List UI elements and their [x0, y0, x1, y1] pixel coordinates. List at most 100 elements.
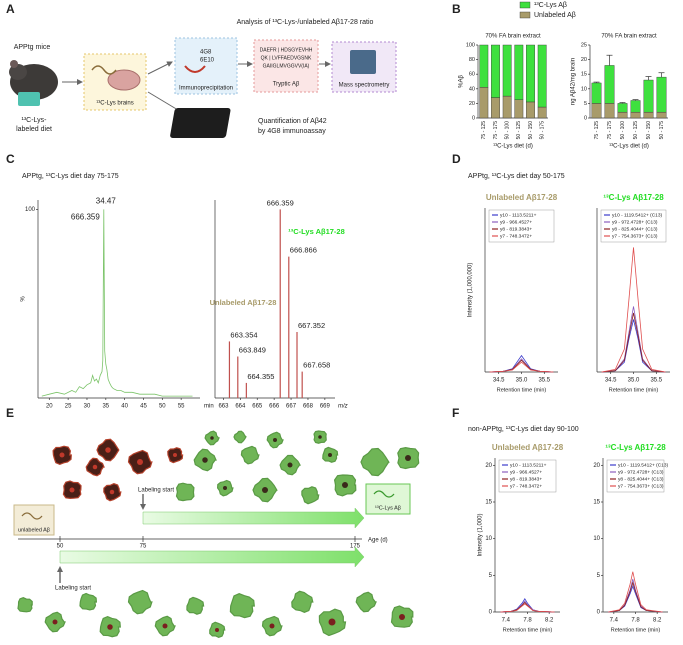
plaque-core: [262, 487, 268, 493]
trace: [41, 209, 193, 397]
plaque: [240, 445, 260, 465]
peak-label: 667.352: [298, 321, 325, 330]
y-tick-label: 15: [593, 500, 600, 506]
x-tick-label: 35.5: [650, 378, 662, 384]
bar-segment: [537, 106, 547, 119]
plaque-core: [162, 623, 168, 629]
plaque-core: [107, 624, 113, 630]
x-tick-label: 50 - 175: [659, 121, 665, 140]
x-tick-label: 40: [121, 404, 128, 410]
trace: [601, 247, 666, 373]
plaque-core: [287, 462, 293, 468]
diet-label: labeled diet: [16, 126, 52, 133]
annotation: 34.47: [96, 197, 117, 206]
x-tick-label: 75 - 175: [493, 121, 499, 140]
ms-icon: [350, 50, 376, 74]
legend-label: Unlabeled Aβ: [534, 12, 576, 19]
panel-label: E: [6, 406, 14, 420]
y-tick-label: 10: [485, 536, 492, 542]
y-tick-label: 100: [25, 207, 36, 213]
age-tick: 75: [140, 544, 147, 550]
plaque: [355, 591, 377, 613]
plaque-core: [215, 628, 219, 632]
ms-label: Mass spectrometry: [339, 83, 390, 89]
peak-label: 663.849: [239, 345, 266, 354]
plaque-core: [69, 487, 75, 493]
x-tick-label: 20: [46, 404, 53, 410]
plaque-core: [405, 455, 411, 461]
x-tick-label: 50 - 100: [504, 121, 510, 140]
plate-icon: [170, 108, 231, 138]
x-tick-label: 50 - 150: [646, 121, 652, 140]
brains-label: ¹³C-Lys brains: [96, 101, 133, 107]
y-tick-label: 40: [469, 86, 475, 92]
bar-segment: [604, 65, 615, 104]
plaque-core: [399, 614, 405, 620]
ip-label: Immunoprecipitation: [179, 86, 233, 92]
plaque-core: [223, 486, 227, 490]
plaque-core: [137, 459, 143, 465]
plaque: [186, 596, 205, 615]
plaque-core: [328, 453, 332, 457]
y-tick-label: 5: [597, 573, 601, 579]
annotation: 666.359: [71, 213, 100, 222]
x-tick-label: 7.4: [502, 618, 511, 624]
unlabeled-label: unlabeled Aβ: [18, 527, 50, 533]
plaque-core: [173, 453, 177, 457]
plaque-core: [318, 435, 322, 439]
x-label: Retention time (min): [609, 387, 659, 393]
x-tick-label: 35: [102, 404, 109, 410]
y-tick-label: 5: [489, 573, 493, 579]
x-tick-label: 75 - 125: [481, 121, 487, 140]
bar-segment: [591, 82, 602, 104]
y-tick-label: 20: [469, 101, 475, 107]
quant-label: Quantification of Aβ42: [258, 118, 327, 125]
plaque: [175, 482, 195, 502]
trace: [601, 306, 666, 373]
x-tick-label: 663: [218, 404, 229, 410]
panel-e: unlabeled Aβ ¹³C-Lys Aβ 50 75 175 Age (d…: [13, 430, 420, 638]
diet-label: ¹³C-Lys-: [21, 117, 47, 124]
x-tick-label: 75 - 125: [594, 121, 600, 140]
bar-segment: [491, 44, 500, 98]
x-tick-label: 50 - 175: [539, 121, 545, 140]
mouse-title: APPtg mice: [14, 44, 51, 51]
bar-segment: [502, 44, 512, 97]
bar-segment: [514, 99, 524, 119]
y-tick-label: 0: [489, 610, 493, 616]
x-tick-label: 8.2: [653, 618, 662, 624]
antibody: 6E10: [200, 58, 215, 64]
panel-label: D: [452, 152, 461, 166]
legend-label: y8 - 819.3843+: [500, 226, 532, 232]
plaque-core: [92, 464, 98, 470]
bar-segment: [643, 79, 654, 113]
x-tick-label: 669: [320, 404, 331, 410]
chart-title: Unlabeled Aβ17-28: [486, 193, 558, 202]
x-tick-label: 667: [286, 404, 297, 410]
sequence: QK | LVFFAEDVGSNK: [261, 55, 312, 61]
panel-label: A: [6, 2, 15, 16]
y-label: Intensity (1,000,000): [468, 263, 474, 318]
trace: [608, 571, 663, 613]
legend-label: y8 - 825.4044+ (C13): [618, 476, 664, 482]
x-label: ¹³C-Lys diet (d): [609, 144, 649, 150]
legend-label: y9 - 972.4728+ (C13): [612, 219, 658, 225]
fibril-icon: [373, 490, 395, 498]
antibody: 4G8: [200, 50, 212, 56]
x-tick-label: 50 - 125: [516, 121, 522, 140]
x-tick-label: 75 - 175: [607, 121, 613, 140]
bar-segment: [526, 101, 535, 119]
x-label: m/z: [338, 404, 348, 410]
y-tick-label: 80: [469, 57, 475, 63]
bar-segment: [643, 111, 654, 119]
x-tick-label: 664: [235, 404, 246, 410]
plaque: [301, 486, 320, 505]
x-tick-label: 7.8: [631, 618, 640, 624]
bar-segment: [656, 111, 667, 119]
plaque: [360, 447, 390, 477]
x-tick-label: 55: [178, 404, 185, 410]
y-tick-label: 0: [472, 115, 475, 121]
age-label: Age (d): [368, 538, 388, 544]
labeled-box: [365, 483, 411, 515]
